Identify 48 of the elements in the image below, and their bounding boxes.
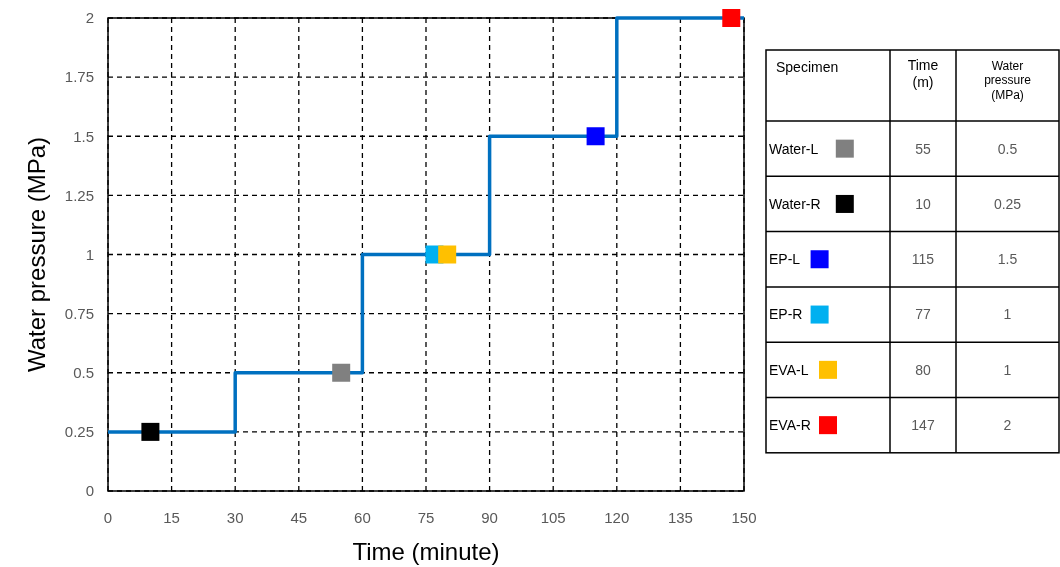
text: Specimen bbox=[776, 59, 839, 75]
point bbox=[332, 363, 351, 382]
point bbox=[438, 245, 457, 264]
y-tick-label: 2 bbox=[85, 9, 94, 27]
legend-label: EP-R bbox=[769, 306, 803, 323]
x-tick-label: 30 bbox=[226, 509, 244, 526]
x-tick-label: 75 bbox=[417, 509, 435, 526]
x-tick-label: 105 bbox=[540, 509, 566, 526]
x-tick-label: 120 bbox=[604, 509, 630, 526]
text: 1 bbox=[1003, 306, 1012, 323]
y-tick-label: 1.25 bbox=[64, 186, 94, 204]
text: 0.25 bbox=[993, 195, 1022, 212]
x-tick-label: 135 bbox=[667, 509, 693, 526]
text: 1.5 bbox=[997, 251, 1018, 268]
text: 1 bbox=[1003, 361, 1012, 378]
text: 80 bbox=[915, 361, 931, 378]
x-tick-label: 90 bbox=[481, 509, 498, 526]
legend-label: EVA-L bbox=[769, 361, 809, 378]
x-tick-label: 45 bbox=[290, 509, 308, 526]
text: Time (m) bbox=[907, 57, 939, 90]
text: 0.5 bbox=[997, 140, 1018, 157]
y-tick-label: 1.5 bbox=[73, 127, 94, 145]
point bbox=[586, 127, 605, 146]
x-tick-label: 60 bbox=[354, 509, 371, 526]
y-tick-label: 0.75 bbox=[64, 304, 94, 322]
point bbox=[141, 422, 160, 441]
y-tick-label: 1 bbox=[85, 245, 94, 263]
text: 147 bbox=[911, 417, 935, 434]
text: 77 bbox=[915, 306, 931, 323]
text: 10 bbox=[915, 195, 931, 212]
text: 55 bbox=[915, 140, 931, 157]
y-tick-label: 0.5 bbox=[73, 364, 94, 381]
text: 2 bbox=[1003, 417, 1012, 434]
x-tick-label: 15 bbox=[163, 509, 180, 526]
legend-label: Water-R bbox=[769, 195, 821, 212]
x-axis-title: Time (minute) bbox=[352, 538, 500, 565]
legend-label: EVA-R bbox=[769, 417, 811, 434]
y-axis-title: Water pressure (MPa) bbox=[23, 136, 50, 373]
x-tick-label: 150 bbox=[731, 509, 757, 526]
point bbox=[722, 9, 741, 27]
y-tick-label: 0 bbox=[85, 482, 94, 500]
legend-label: Water-L bbox=[769, 140, 819, 157]
y-tick-label: 1.75 bbox=[64, 68, 94, 86]
text: 115 bbox=[911, 251, 935, 268]
x-tick-label: 0 bbox=[103, 509, 113, 526]
text: Water pressure (MPa) bbox=[984, 59, 1032, 102]
legend-label: EP-L bbox=[769, 251, 801, 268]
y-tick-label: 0.25 bbox=[64, 423, 94, 441]
